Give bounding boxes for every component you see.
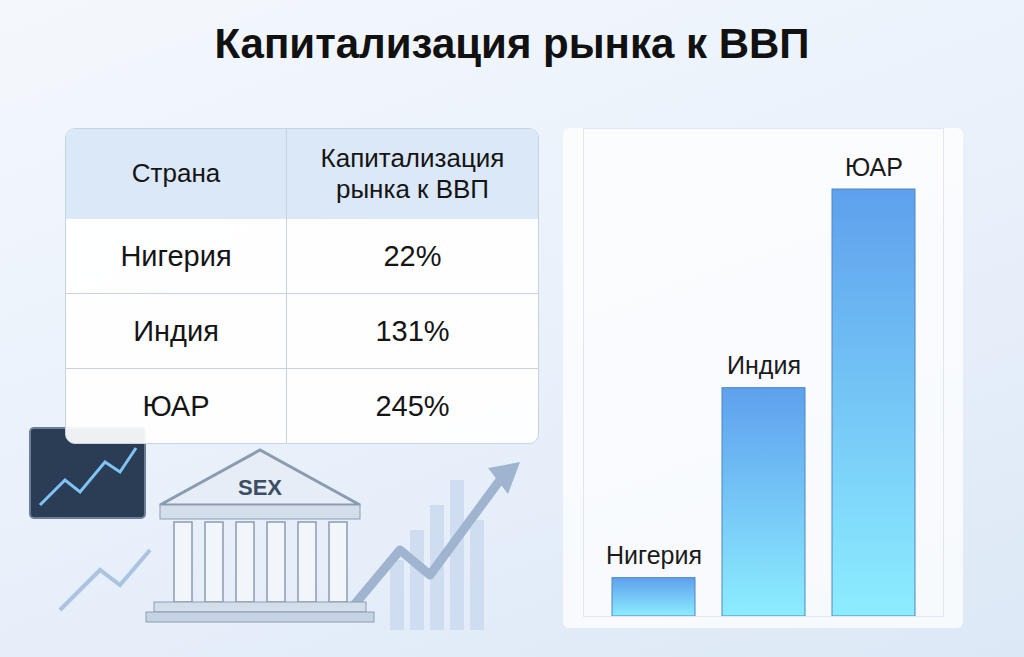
svg-text:Нигерия: Нигерия — [606, 541, 702, 569]
html-text:245%: 245% — [375, 389, 450, 422]
html-text:Капитализация рынка к ВВП: Капитализация рынка к ВВП — [320, 142, 505, 204]
svg-text:SEX: SEX — [238, 475, 282, 500]
html-text:Страна: Страна — [131, 158, 221, 189]
html-text:ЮАР: ЮАР — [142, 389, 210, 422]
svg-text:ЮАР: ЮАР — [845, 153, 903, 181]
html-text:Нигерия: Нигерия — [120, 239, 232, 272]
html-text:Индия: Индия — [133, 314, 219, 347]
html-text:Капитализация рынка к ВВП: Капитализация рынка к ВВП — [214, 20, 810, 67]
html-text:131%: 131% — [375, 314, 450, 347]
svg-text:Индия: Индия — [727, 351, 801, 379]
html-text:22%: 22% — [383, 239, 442, 272]
